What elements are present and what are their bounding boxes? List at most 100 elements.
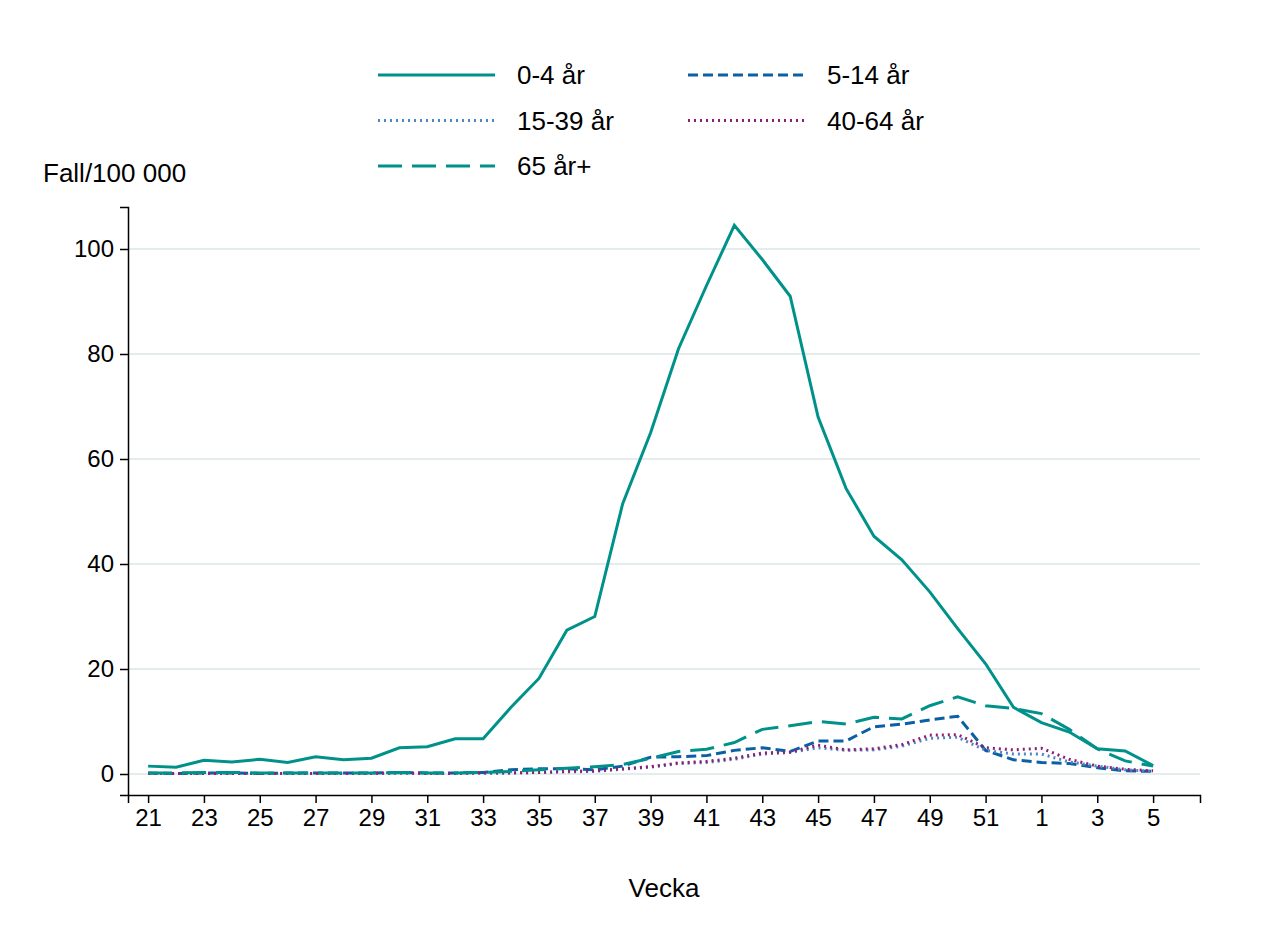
legend-label: 65 år+: [517, 151, 591, 181]
legend-label: 5-14 år: [827, 60, 910, 90]
tick-mark: [120, 774, 128, 776]
tick-mark: [1097, 795, 1099, 803]
axis-line: [120, 208, 129, 796]
tick-mark: [1041, 795, 1043, 803]
tick-label: 41: [694, 804, 721, 831]
x-axis-title: Vecka: [629, 873, 700, 903]
tick: 20: [87, 655, 128, 682]
tick-label: 27: [303, 804, 330, 831]
tick-label: 25: [247, 804, 274, 831]
tick: 43: [749, 795, 776, 831]
legend-label: 0-4 år: [517, 60, 585, 90]
tick-label: 23: [191, 804, 218, 831]
legend-swatch: [378, 119, 495, 122]
tick: 100: [74, 235, 128, 262]
series-line: [148, 735, 1153, 774]
tick: 1: [1035, 795, 1048, 831]
tick-label: 80: [87, 340, 114, 367]
tick-mark: [762, 795, 764, 803]
tick: 5: [1147, 795, 1160, 831]
tick: 49: [917, 795, 944, 831]
legend-label: 15-39 år: [517, 106, 614, 136]
tick-mark: [483, 795, 485, 803]
tick: 41: [694, 795, 721, 831]
series-line: [148, 697, 1153, 773]
tick: 23: [191, 795, 218, 831]
grid-line: [128, 458, 1200, 460]
legend-swatch: [688, 74, 805, 77]
tick-label: 100: [74, 235, 114, 262]
legend-item: 0-4 år: [378, 60, 585, 90]
tick-label: 20: [87, 655, 114, 682]
tick-mark: [120, 459, 128, 461]
tick: 40: [87, 550, 128, 577]
tick: 35: [526, 795, 553, 831]
tick: 21: [135, 795, 162, 831]
tick: 29: [359, 795, 386, 831]
y-axis: 020406080100: [74, 208, 129, 796]
tick: 51: [973, 795, 1000, 831]
tick-label: 47: [861, 804, 888, 831]
legend-label: 40-64 år: [827, 106, 924, 136]
tick-mark: [930, 795, 932, 803]
series-line: [148, 225, 1153, 767]
grid-line: [128, 668, 1200, 670]
tick-label: 33: [470, 804, 497, 831]
tick-label: 21: [135, 804, 162, 831]
tick-mark: [595, 795, 597, 803]
series-line: [148, 737, 1153, 773]
tick: 27: [303, 795, 330, 831]
tick-mark: [120, 249, 128, 251]
tick-label: 45: [805, 804, 832, 831]
tick: 39: [638, 795, 665, 831]
y-axis-title: Fall/100 000: [43, 158, 186, 188]
tick-mark: [260, 795, 262, 803]
tick-mark: [204, 795, 206, 803]
tick-label: 3: [1091, 804, 1104, 831]
legend-item: 5-14 år: [688, 60, 910, 90]
tick-label: 43: [749, 804, 776, 831]
grid: [128, 249, 1200, 774]
tick-mark: [818, 795, 820, 803]
tick-label: 40: [87, 550, 114, 577]
tick-mark: [427, 795, 429, 803]
tick-mark: [706, 795, 708, 803]
chart: 0204060801002123252729313335373941434547…: [0, 0, 1281, 932]
tick: 37: [582, 795, 609, 831]
tick: 25: [247, 795, 274, 831]
tick-label: 31: [414, 804, 441, 831]
tick-mark: [315, 795, 317, 803]
x-axis: 21232527293133353739414345474951135: [129, 795, 1201, 831]
legend-swatch: [378, 165, 495, 168]
legend-item: 40-64 år: [688, 106, 924, 136]
tick: 31: [414, 795, 441, 831]
tick-mark: [120, 354, 128, 356]
legend-swatch: [378, 74, 495, 77]
tick-label: 5: [1147, 804, 1160, 831]
tick-label: 1: [1035, 804, 1048, 831]
tick-mark: [874, 795, 876, 803]
tick-label: 60: [87, 445, 114, 472]
tick-label: 39: [638, 804, 665, 831]
tick-mark: [148, 795, 150, 803]
grid-line: [128, 248, 1200, 250]
tick: 3: [1091, 795, 1104, 831]
tick-mark: [650, 795, 652, 803]
legend: 0-4 år 5-14 år 15-39 år 40-64 år 65 år+: [378, 60, 924, 181]
tick-label: 49: [917, 804, 944, 831]
axis-line: [129, 796, 1201, 804]
legend-swatch: [688, 119, 805, 122]
tick-label: 35: [526, 804, 553, 831]
tick-mark: [1153, 795, 1155, 803]
legend-item: 15-39 år: [378, 106, 614, 136]
grid-line: [128, 353, 1200, 355]
tick-mark: [120, 669, 128, 671]
grid-line: [128, 563, 1200, 565]
tick-label: 51: [973, 804, 1000, 831]
tick-mark: [985, 795, 987, 803]
lines: [148, 225, 1153, 773]
tick: 33: [470, 795, 497, 831]
tick: 47: [861, 795, 888, 831]
tick: 80: [87, 340, 128, 367]
tick: 60: [87, 445, 128, 472]
